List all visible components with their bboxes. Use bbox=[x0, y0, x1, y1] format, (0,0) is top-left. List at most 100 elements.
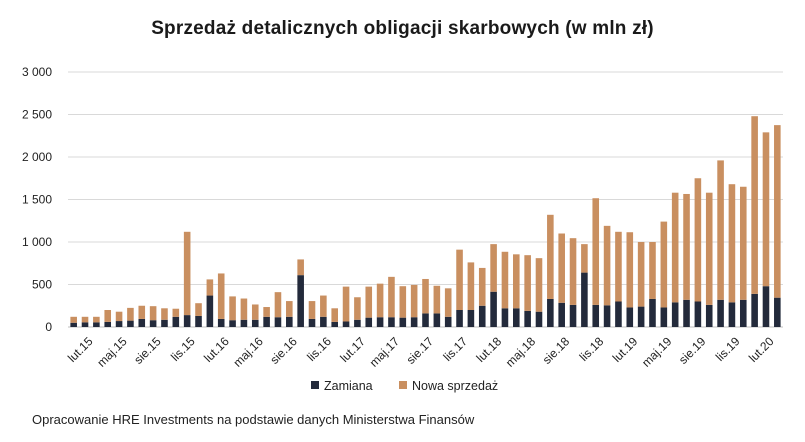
bar-nowa-sprzedaz bbox=[240, 298, 248, 320]
bar-nowa-sprzedaz bbox=[581, 244, 588, 273]
bar-nowa-sprzedaz bbox=[592, 198, 600, 305]
bar-nowa-sprzedaz bbox=[637, 242, 645, 307]
x-tick-label: sie.19 bbox=[676, 334, 709, 367]
bar-zamiana bbox=[694, 301, 702, 327]
bar-zamiana bbox=[183, 315, 191, 327]
y-tick-label: 0 bbox=[45, 320, 52, 334]
bar-nowa-sprzedaz bbox=[603, 225, 611, 306]
bar-nowa-sprzedaz bbox=[138, 305, 146, 319]
bar-nowa-sprzedaz bbox=[524, 255, 531, 311]
bar-nowa-sprzedaz bbox=[694, 178, 702, 302]
bar-zamiana bbox=[93, 322, 100, 327]
bar-nowa-sprzedaz bbox=[660, 221, 668, 308]
bar-nowa-sprzedaz bbox=[354, 297, 361, 320]
bar-zamiana bbox=[671, 302, 679, 327]
bar-zamiana bbox=[456, 310, 463, 327]
x-tick-label: lut.18 bbox=[474, 334, 505, 365]
bar-nowa-sprzedaz bbox=[683, 193, 690, 300]
bar-nowa-sprzedaz bbox=[229, 296, 236, 321]
bar-zamiana bbox=[569, 304, 577, 327]
bar-nowa-sprzedaz bbox=[388, 276, 395, 318]
bar-nowa-sprzedaz bbox=[115, 311, 123, 322]
bars bbox=[70, 116, 781, 327]
bar-zamiana bbox=[467, 310, 475, 327]
bar-zamiana bbox=[70, 322, 77, 327]
bar-zamiana bbox=[490, 291, 497, 327]
bar-zamiana bbox=[751, 293, 758, 327]
bar-zamiana bbox=[138, 318, 146, 327]
bar-zamiana bbox=[422, 313, 429, 327]
bar-zamiana bbox=[115, 321, 123, 327]
bar-zamiana bbox=[263, 316, 270, 327]
bar-nowa-sprzedaz bbox=[183, 231, 191, 316]
bar-zamiana bbox=[274, 317, 282, 327]
bar-nowa-sprzedaz bbox=[320, 295, 327, 317]
bar-zamiana bbox=[320, 316, 327, 327]
bar-zamiana bbox=[172, 316, 180, 327]
bar-zamiana bbox=[728, 302, 736, 327]
bar-nowa-sprzedaz bbox=[104, 310, 112, 322]
bar-nowa-sprzedaz bbox=[127, 307, 134, 321]
y-tick-label: 2 500 bbox=[22, 108, 52, 122]
y-tick-label: 500 bbox=[32, 278, 52, 292]
bar-zamiana bbox=[478, 305, 486, 327]
bar-nowa-sprzedaz bbox=[444, 288, 452, 317]
bar-nowa-sprzedaz bbox=[478, 267, 486, 306]
bar-nowa-sprzedaz bbox=[456, 249, 463, 310]
x-tick-label: lis.15 bbox=[168, 334, 198, 364]
x-tick-label: maj.16 bbox=[230, 334, 266, 370]
bar-zamiana bbox=[195, 315, 202, 327]
legend-label: Zamiana bbox=[324, 379, 373, 393]
bar-zamiana bbox=[660, 307, 668, 327]
bar-nowa-sprzedaz bbox=[410, 284, 418, 318]
bar-zamiana bbox=[501, 308, 509, 327]
bar-nowa-sprzedaz bbox=[70, 316, 77, 323]
bar-nowa-sprzedaz bbox=[331, 308, 338, 322]
x-tick-label: lis.17 bbox=[440, 334, 470, 364]
legend: Zamiana Nowa sprzedaż bbox=[311, 379, 498, 393]
x-tick-label: sie.18 bbox=[540, 334, 573, 367]
bar-zamiana bbox=[206, 295, 214, 327]
bar-nowa-sprzedaz bbox=[376, 283, 384, 318]
bar-nowa-sprzedaz bbox=[762, 132, 770, 287]
bar-nowa-sprzedaz bbox=[93, 316, 100, 323]
bar-zamiana bbox=[547, 298, 554, 327]
bar-nowa-sprzedaz bbox=[161, 308, 168, 320]
bar-nowa-sprzedaz bbox=[728, 184, 736, 303]
y-tick-label: 1 500 bbox=[22, 193, 52, 207]
bar-nowa-sprzedaz bbox=[569, 238, 577, 305]
bar-nowa-sprzedaz bbox=[626, 232, 634, 308]
x-tick-label: sie.16 bbox=[267, 334, 300, 367]
x-tick-label: lis.19 bbox=[713, 334, 743, 364]
bar-zamiana bbox=[603, 305, 611, 327]
bar-zamiana bbox=[615, 301, 622, 327]
bar-zamiana bbox=[388, 317, 395, 327]
bar-zamiana bbox=[342, 321, 350, 327]
bar-nowa-sprzedaz bbox=[671, 192, 679, 303]
bar-nowa-sprzedaz bbox=[308, 301, 316, 319]
x-tick-label: lis.16 bbox=[304, 334, 334, 364]
bar-nowa-sprzedaz bbox=[263, 307, 270, 317]
bar-zamiana bbox=[217, 318, 225, 327]
bar-nowa-sprzedaz bbox=[774, 125, 781, 298]
bar-nowa-sprzedaz bbox=[501, 251, 509, 309]
bar-nowa-sprzedaz bbox=[286, 301, 293, 317]
bar-nowa-sprzedaz bbox=[206, 279, 214, 296]
bar-zamiana bbox=[444, 316, 452, 327]
bar-zamiana bbox=[433, 313, 441, 327]
bar-zamiana bbox=[161, 319, 168, 327]
bar-nowa-sprzedaz bbox=[251, 304, 259, 320]
bar-zamiana bbox=[717, 299, 724, 327]
bar-nowa-sprzedaz bbox=[342, 286, 350, 322]
bar-nowa-sprzedaz bbox=[558, 233, 565, 303]
x-tick-label: maj.18 bbox=[503, 334, 539, 370]
bar-zamiana bbox=[229, 320, 236, 327]
bar-nowa-sprzedaz bbox=[217, 273, 225, 319]
bar-zamiana bbox=[626, 307, 634, 327]
bar-zamiana bbox=[762, 286, 770, 327]
x-tick-label: lut.20 bbox=[746, 334, 777, 365]
bar-nowa-sprzedaz bbox=[195, 303, 202, 316]
x-tick-label: lut.15 bbox=[65, 334, 96, 365]
bar-nowa-sprzedaz bbox=[433, 285, 441, 314]
